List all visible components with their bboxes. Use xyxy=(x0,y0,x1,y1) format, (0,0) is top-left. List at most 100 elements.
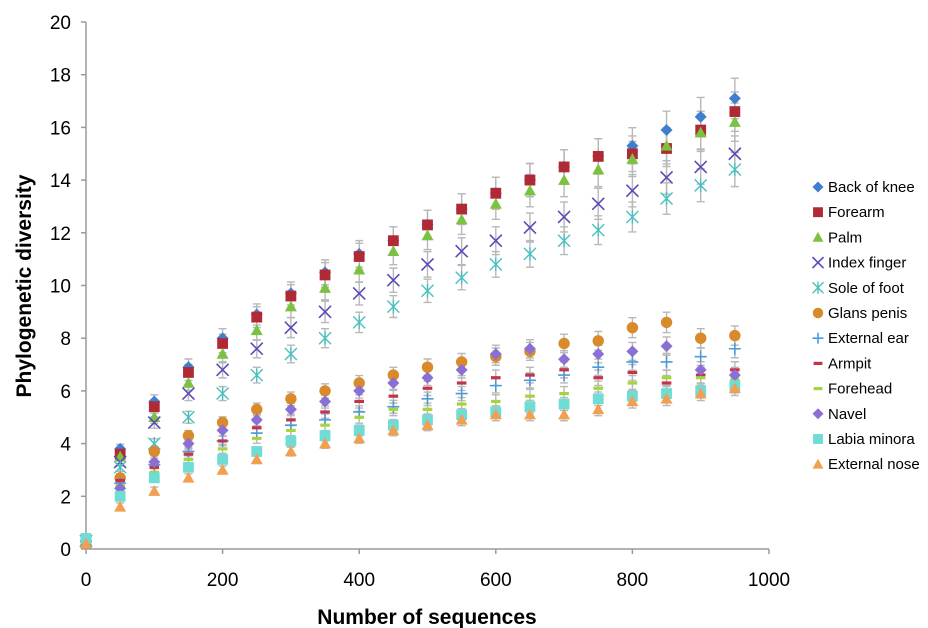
data-point-glans-penis xyxy=(182,429,195,442)
legend-label: Forearm xyxy=(828,204,885,221)
x-tick-label: 400 xyxy=(343,570,375,591)
data-point-external-nose xyxy=(114,500,127,512)
data-point-external-nose xyxy=(489,408,502,420)
legend-item-glans-penis: Glans penis xyxy=(812,305,907,322)
data-point-palm xyxy=(455,213,468,225)
data-point-navel xyxy=(728,369,741,382)
data-point-sole-of-foot xyxy=(250,368,264,382)
y-tick-label: 6 xyxy=(60,382,71,403)
data-point-forearm xyxy=(217,338,228,349)
data-point-navel xyxy=(148,456,161,469)
data-point-external-ear xyxy=(421,392,434,405)
data-point-armpit xyxy=(593,376,604,380)
data-point-sole-of-foot xyxy=(421,284,434,298)
data-point-glans-penis xyxy=(421,361,434,373)
legend-marker-forehead xyxy=(813,387,823,391)
data-point-armpit xyxy=(525,373,535,377)
data-point-sole-of-foot xyxy=(489,257,503,272)
data-point-armpit xyxy=(627,370,638,375)
legend-item-back-of-knee: Back of knee xyxy=(812,179,915,196)
series-external-nose xyxy=(80,382,741,549)
data-point-index-finger xyxy=(455,244,469,258)
y-tick-label: 0 xyxy=(60,540,71,561)
y-tick-label: 10 xyxy=(50,277,71,298)
data-point-external-ear xyxy=(489,379,502,392)
data-point-forearm xyxy=(183,367,194,378)
data-point-armpit xyxy=(559,368,569,372)
data-point-external-nose xyxy=(660,392,673,404)
series-forehead xyxy=(81,376,740,543)
data-point-external-nose xyxy=(319,437,332,449)
data-point-labia-minora xyxy=(148,472,160,484)
data-point-navel xyxy=(284,403,297,416)
data-point-palm xyxy=(284,300,297,312)
data-point-palm xyxy=(626,153,639,164)
data-point-glans-penis xyxy=(353,377,365,389)
data-point-forearm xyxy=(285,290,297,302)
data-point-forearm xyxy=(456,203,468,215)
data-point-forehead xyxy=(593,386,604,390)
data-point-palm xyxy=(694,126,707,138)
legend-item-external-ear: External ear xyxy=(812,330,909,347)
data-point-sole-of-foot xyxy=(557,234,571,248)
data-point-forehead xyxy=(456,402,467,406)
data-point-navel xyxy=(523,342,536,355)
legend-marker-glans-penis xyxy=(812,307,824,319)
data-point-sole-of-foot xyxy=(386,299,400,314)
legend-item-navel: Navel xyxy=(812,406,866,423)
data-point-navel xyxy=(319,395,332,408)
series-labia-minora xyxy=(80,380,741,544)
legend-label: Glans penis xyxy=(828,305,907,322)
data-point-navel xyxy=(421,371,434,384)
legend-marker-index-finger xyxy=(811,256,825,269)
series-external-ear xyxy=(80,342,741,548)
data-point-sole-of-foot xyxy=(352,315,366,329)
data-point-palm xyxy=(523,184,536,196)
data-point-external-ear xyxy=(728,342,741,355)
x-ticks: 0 200 400 600 800 1000 xyxy=(81,549,790,591)
data-point-palm xyxy=(728,116,741,127)
data-point-navel xyxy=(592,348,605,361)
data-points xyxy=(79,92,742,549)
data-point-navel xyxy=(353,384,366,397)
data-point-navel xyxy=(250,413,263,426)
data-point-armpit xyxy=(115,478,125,483)
series-glans-penis xyxy=(80,316,741,547)
data-point-labia-minora xyxy=(114,490,126,502)
series-palm xyxy=(80,116,741,546)
data-point-back-of-knee xyxy=(694,110,707,123)
legend-marker-external-nose xyxy=(812,458,824,469)
data-point-labia-minora xyxy=(353,425,365,436)
data-point-sole-of-foot xyxy=(625,210,639,224)
data-point-external-nose xyxy=(421,419,434,430)
y-tick-label: 18 xyxy=(50,66,71,87)
data-point-forearm xyxy=(319,269,331,281)
legend: Back of knee Forearm Palm Index finger Sole … xyxy=(811,179,920,473)
data-point-navel xyxy=(660,340,673,353)
legend-item-index-finger: Index finger xyxy=(811,255,906,272)
data-point-forehead xyxy=(388,407,399,411)
data-point-forearm xyxy=(558,161,570,173)
data-point-external-nose xyxy=(728,382,741,394)
data-point-glans-penis xyxy=(319,385,331,397)
data-point-armpit xyxy=(456,381,467,385)
data-point-palm xyxy=(558,174,571,185)
series-index-finger xyxy=(79,147,742,548)
data-point-forehead xyxy=(695,376,706,380)
data-point-index-finger xyxy=(591,197,605,211)
data-point-labia-minora xyxy=(285,435,297,447)
data-point-sole-of-foot xyxy=(181,410,195,424)
data-point-index-finger xyxy=(216,363,230,377)
legend-label: Index finger xyxy=(828,255,906,272)
legend-label: Navel xyxy=(828,406,866,423)
data-point-sole-of-foot xyxy=(216,386,230,401)
data-point-forehead xyxy=(183,457,194,462)
data-point-navel xyxy=(182,437,195,450)
data-point-external-nose xyxy=(148,485,161,496)
data-point-glans-penis xyxy=(148,445,160,458)
data-point-forearm xyxy=(729,106,741,117)
data-point-external-nose xyxy=(387,424,400,436)
series-forearm xyxy=(80,106,741,547)
data-point-external-nose xyxy=(694,387,707,399)
